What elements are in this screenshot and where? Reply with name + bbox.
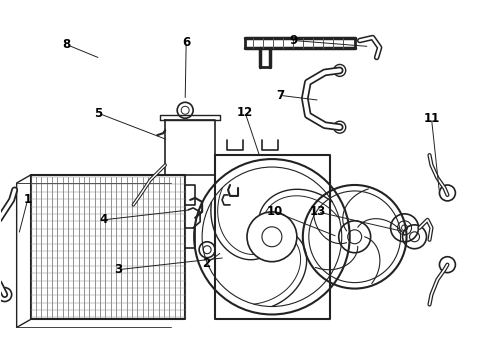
Text: 10: 10 (267, 205, 283, 219)
Text: 12: 12 (237, 106, 253, 119)
Text: 1: 1 (24, 193, 32, 206)
Text: 6: 6 (182, 36, 190, 49)
Text: 13: 13 (310, 205, 326, 219)
Text: 2: 2 (202, 257, 210, 270)
Text: 9: 9 (290, 34, 298, 47)
Text: 4: 4 (99, 213, 107, 226)
Text: 8: 8 (62, 38, 71, 51)
Text: 5: 5 (94, 107, 102, 120)
Text: 11: 11 (423, 112, 440, 125)
Text: 7: 7 (276, 89, 284, 102)
Text: 3: 3 (114, 263, 122, 276)
